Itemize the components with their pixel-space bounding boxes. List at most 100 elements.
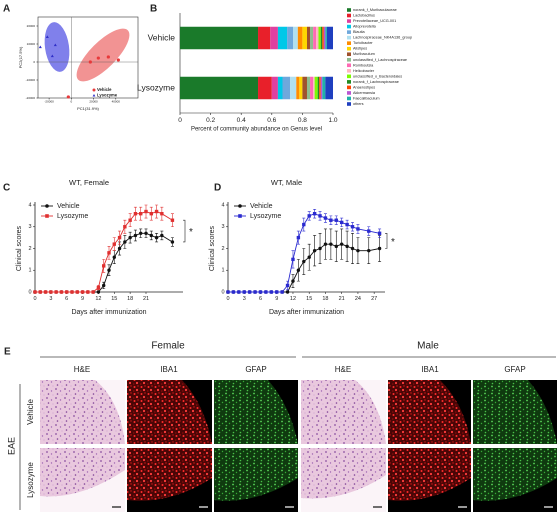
bar-segment <box>322 76 326 100</box>
marker-circle <box>96 290 101 294</box>
marker-circle <box>345 244 349 249</box>
tissue-edge <box>388 478 471 512</box>
marker-circle <box>285 290 290 294</box>
condition-label: EAE <box>6 437 16 455</box>
tissue-edge <box>473 478 557 512</box>
marker-square <box>112 242 116 246</box>
group-label: Female <box>151 341 185 352</box>
bar-segment <box>277 26 288 50</box>
legend-label: Helicobacter <box>353 69 375 73</box>
significance-bracket <box>183 219 186 243</box>
marker-square <box>275 290 279 294</box>
group-label: Male <box>417 341 439 352</box>
marker-square <box>75 290 79 294</box>
marker-square <box>242 290 246 294</box>
marker-square <box>237 290 241 294</box>
marker-circle <box>323 242 328 246</box>
marker-square <box>133 212 138 216</box>
bar-segment <box>296 76 300 100</box>
legend-label: Vehicle <box>57 203 80 210</box>
marker-square <box>117 235 122 240</box>
x-tick-label: 0.2 <box>206 117 215 124</box>
x-tick-label: 0 <box>226 296 229 302</box>
bar-segment <box>290 76 297 100</box>
y-tick-label: 4 <box>28 202 31 208</box>
legend-label: norank_f_Muribaculaceae <box>353 8 397 12</box>
x-tick-label: -20000 <box>44 100 54 104</box>
y-axis-label: Clinical scores <box>209 225 216 271</box>
tissue-edge <box>268 380 298 444</box>
legend-swatch <box>347 80 351 84</box>
marker-square <box>160 212 164 216</box>
marker-circle <box>367 248 371 253</box>
x-axis-label: Days after immunization <box>269 309 344 316</box>
x-tick-label: 1.0 <box>328 117 337 124</box>
x-tick-label: 27 <box>371 296 377 302</box>
tissue-edge <box>528 380 557 444</box>
legend-label: Vehicle <box>250 203 273 210</box>
tissue-edge <box>40 470 125 512</box>
x-tick-label: 0 <box>70 100 72 104</box>
panel-label: D <box>214 183 221 194</box>
marker-square <box>258 290 263 294</box>
marker-circle <box>329 242 333 246</box>
marker-square <box>285 283 290 288</box>
legend-label: Prevotellaceae_UCG-001 <box>353 19 396 23</box>
x-tick-label: 21 <box>143 296 149 302</box>
legend-swatch <box>347 8 351 12</box>
bar-segment <box>310 76 314 100</box>
marker-circle <box>312 248 317 253</box>
x-tick-label: 40000 <box>112 100 121 104</box>
marker-triangle <box>50 54 54 58</box>
stain-label: GFAP <box>245 365 266 374</box>
bar-segment <box>180 76 259 100</box>
legend-label: Turicibacter <box>353 41 373 45</box>
x-tick-label: 0 <box>33 296 36 302</box>
marker-square <box>70 290 74 294</box>
marker-square <box>102 264 106 268</box>
stain-label: H&E <box>335 365 351 374</box>
marker-square <box>123 225 127 229</box>
legend-swatch <box>347 13 351 18</box>
significance-mark: * <box>189 227 193 238</box>
marker-circle <box>238 204 242 208</box>
vehicle-ellipse <box>76 28 130 82</box>
bar-segment <box>297 26 303 50</box>
marker-square <box>45 214 49 218</box>
marker-square <box>307 214 311 218</box>
x-tick-label: 0.6 <box>267 117 276 124</box>
marker-triangle <box>92 94 96 97</box>
marker-square <box>38 290 42 294</box>
legend-label: Alloprevotella <box>353 25 377 29</box>
bar-segment <box>306 76 311 100</box>
y-tick-label: 2 <box>28 246 31 252</box>
x-tick-label: 3 <box>243 296 246 302</box>
marker-square <box>33 290 37 294</box>
bar-segment <box>325 26 327 50</box>
bar-segment <box>319 76 321 100</box>
legend-swatch <box>347 19 351 23</box>
plot-frame <box>37 16 139 99</box>
y-axis-label: Clinical scores <box>16 225 23 271</box>
y-tick-label: 20000 <box>27 24 36 28</box>
y-tick-label: 0 <box>33 60 35 64</box>
x-tick-label: 0.8 <box>298 117 307 124</box>
marker-square <box>80 290 85 294</box>
bar-segment <box>322 26 324 50</box>
marker-square <box>154 209 159 214</box>
stain-label: IBA1 <box>421 365 439 374</box>
tissue-edge <box>301 475 386 512</box>
tissue-edge <box>440 380 471 444</box>
marker-circle <box>149 233 153 238</box>
marker-square <box>329 218 333 222</box>
bar-segment <box>306 26 311 50</box>
bar-segment <box>313 26 317 50</box>
x-tick-label: 20000 <box>89 100 98 104</box>
y-tick-label: 4 <box>221 202 224 208</box>
x-axis-label: Percent of community abundance on Genus … <box>191 127 322 133</box>
legend-swatch <box>347 57 351 62</box>
marker-square <box>49 290 53 294</box>
legend-swatch <box>347 63 351 68</box>
bar-segment <box>314 76 318 100</box>
